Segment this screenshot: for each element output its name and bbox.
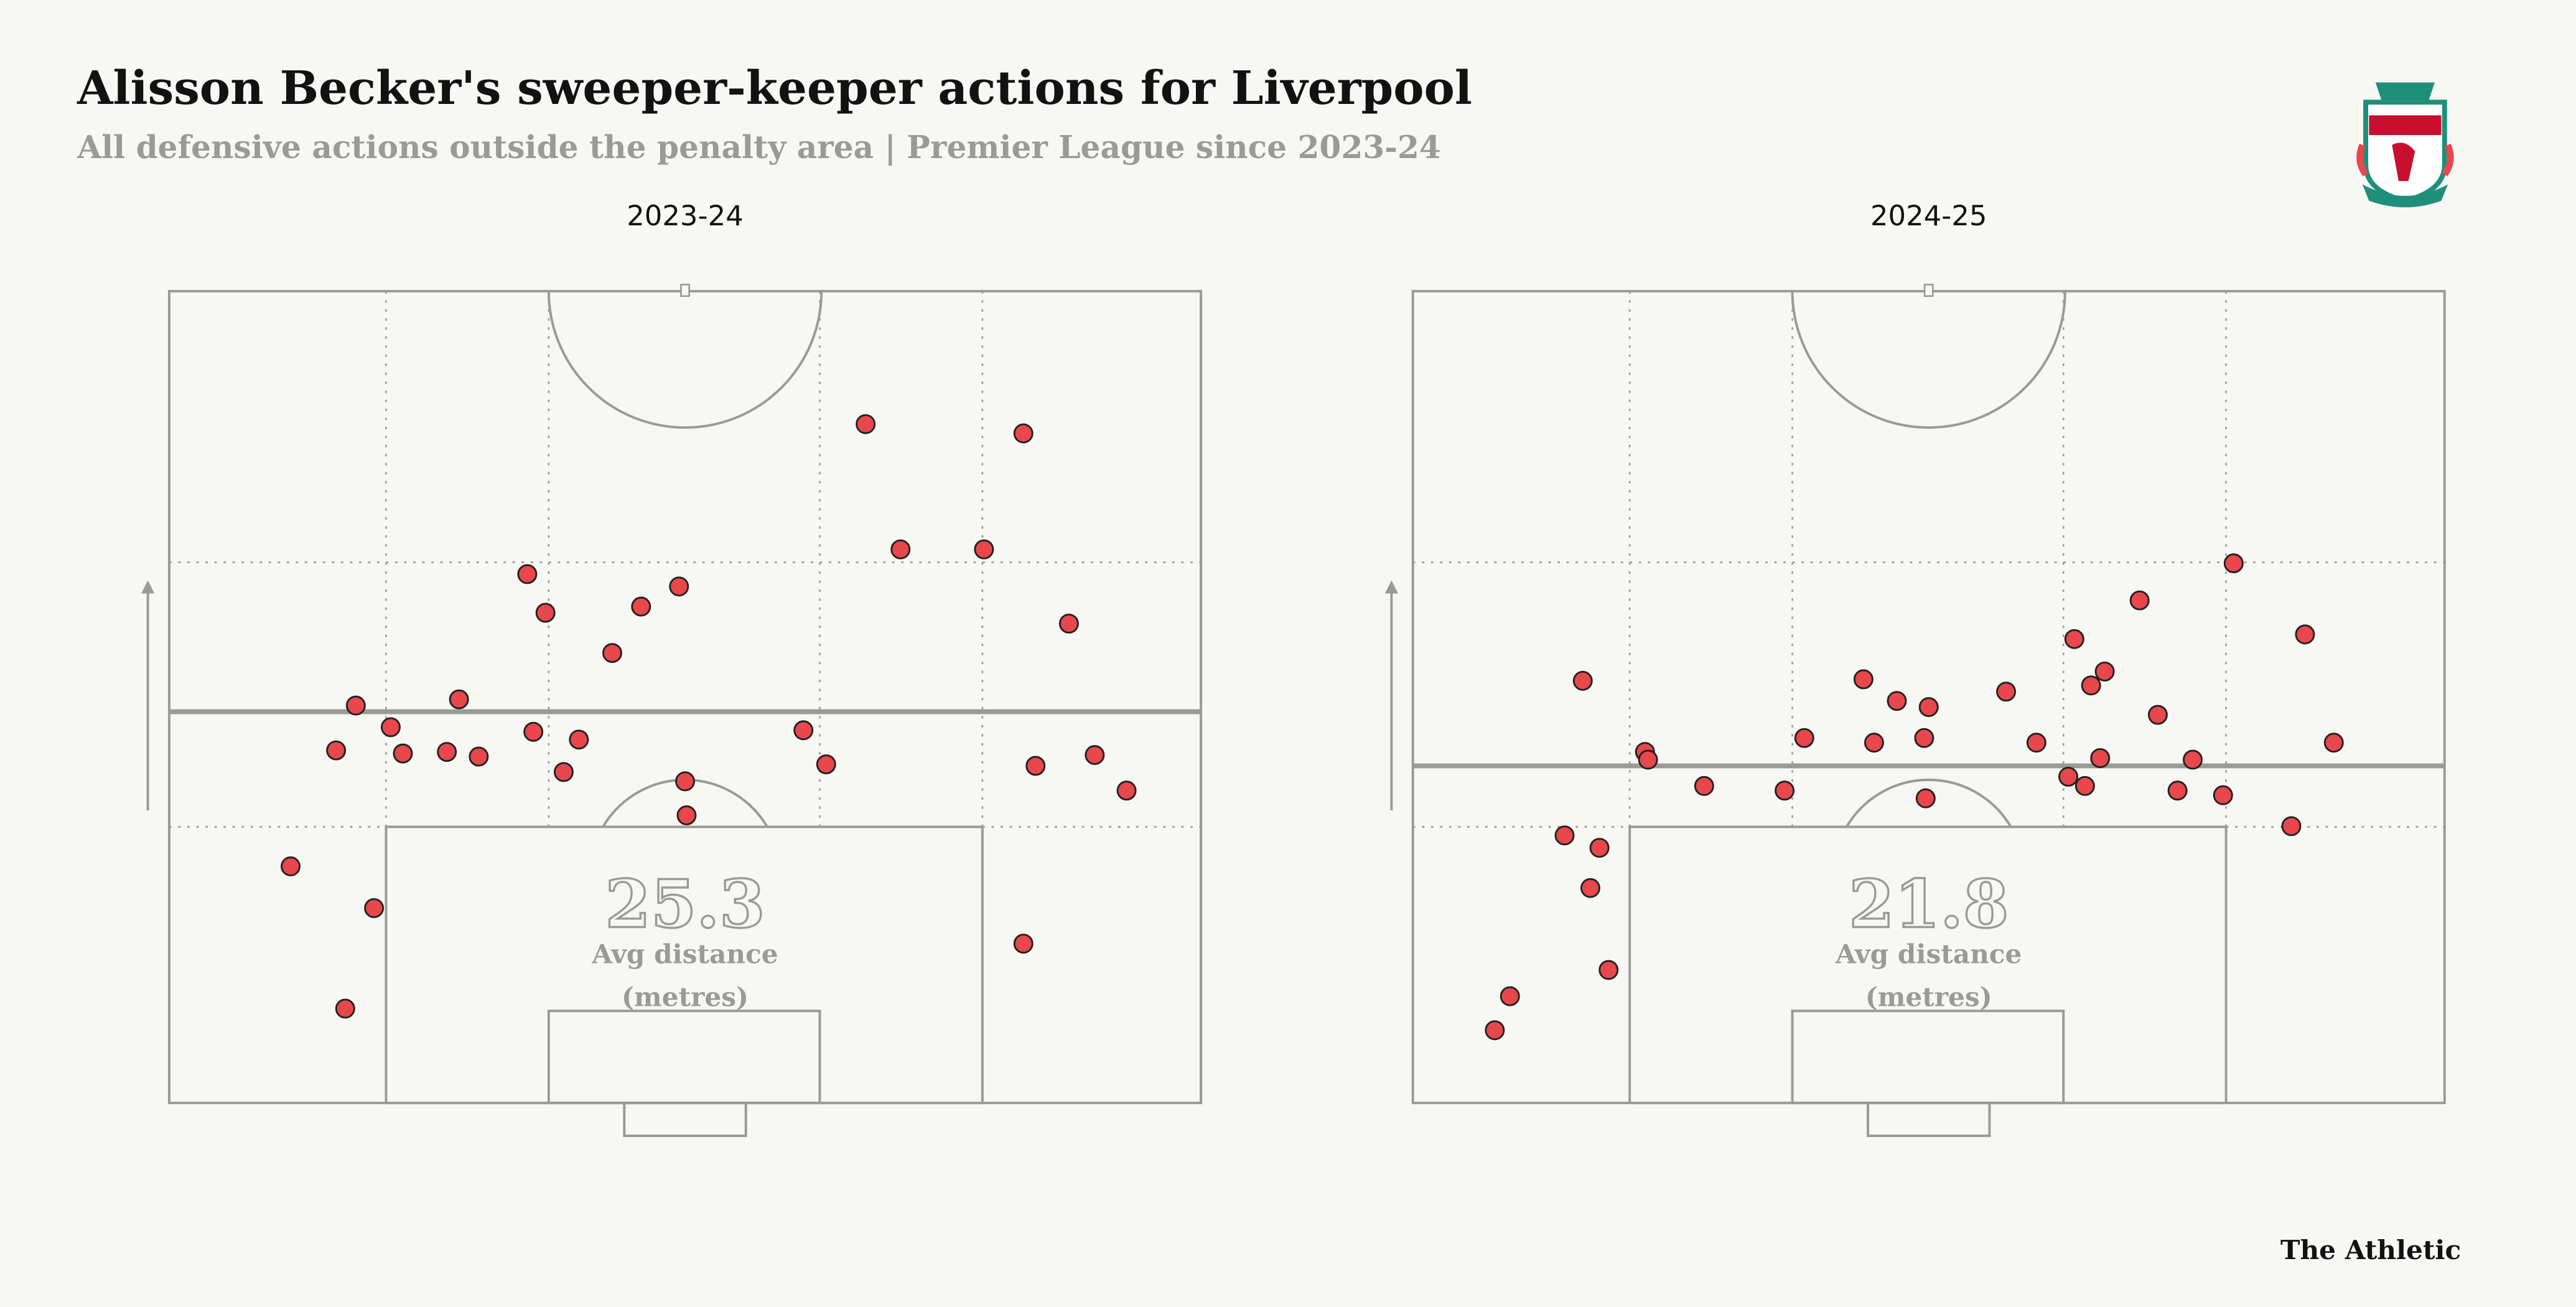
action-point — [1058, 613, 1079, 634]
action-point — [2323, 733, 2344, 753]
avg-distance-unit: (metres) — [622, 981, 749, 1012]
action-point — [2058, 766, 2079, 787]
action-point — [974, 539, 994, 560]
action-point — [2295, 624, 2315, 645]
action-point — [393, 743, 413, 764]
action-point — [2223, 553, 2244, 574]
panel-title: 2023-24 — [627, 199, 744, 232]
source: The Athletic — [2280, 1234, 2461, 1265]
action-point — [1589, 838, 1610, 858]
action-point — [2026, 733, 2046, 753]
action-point — [2167, 780, 2188, 801]
action-point — [2081, 675, 2101, 696]
action-point — [326, 740, 347, 761]
action-point — [856, 414, 876, 434]
penalty-arc — [1845, 779, 2012, 828]
action-point — [1915, 788, 1936, 808]
action-point — [345, 695, 366, 716]
action-point — [2074, 775, 2095, 796]
action-point — [1914, 728, 1934, 748]
action-point — [1775, 780, 1795, 801]
action-point — [2129, 590, 2150, 611]
action-point — [2090, 748, 2111, 769]
action-point — [602, 643, 622, 663]
centre-circle — [1791, 291, 2066, 429]
action-point — [1638, 749, 1658, 770]
action-point — [1013, 423, 1034, 444]
action-point — [2064, 629, 2084, 649]
subtitle: All defensive actions outside the penalt… — [77, 129, 1441, 166]
action-point — [793, 720, 814, 741]
action-point — [380, 717, 401, 738]
action-point — [1013, 934, 1034, 954]
arrow-head — [1384, 580, 1398, 594]
pitch — [1384, 283, 2446, 1137]
avg-distance-label: Avg distance — [591, 939, 778, 970]
action-point — [553, 762, 574, 782]
action-point — [675, 771, 695, 792]
action-point — [669, 576, 689, 597]
action-point — [1025, 756, 1046, 776]
action-point — [449, 689, 469, 710]
action-point — [676, 805, 697, 825]
action-point — [1794, 728, 1814, 748]
avg-distance-value: 25.3 — [605, 866, 765, 943]
action-point — [517, 564, 538, 584]
centre-spot — [1923, 283, 1934, 297]
centre-spot — [680, 283, 690, 297]
action-point — [1864, 733, 1884, 753]
action-point — [523, 721, 544, 742]
avg-distance-label: Avg distance — [1835, 939, 2022, 970]
centre-circle — [547, 291, 823, 429]
action-point — [2183, 749, 2203, 770]
action-point — [1580, 878, 1600, 898]
action-point — [1500, 986, 1520, 1006]
action-point — [1116, 780, 1137, 801]
club-crest — [2356, 82, 2454, 208]
action-point — [1918, 697, 1939, 718]
penalty-area — [385, 825, 984, 1105]
action-point — [1853, 669, 1874, 690]
action-point — [569, 729, 589, 750]
avg-distance-value: 21.8 — [1849, 866, 2009, 943]
action-point — [469, 746, 489, 767]
action-point — [2213, 785, 2233, 805]
title: Alisson Becker's sweeper-keeper actions … — [77, 62, 1472, 115]
action-point — [631, 596, 651, 617]
action-point — [2094, 662, 2115, 682]
action-point — [335, 998, 355, 1019]
action-point — [1694, 775, 1714, 796]
action-point — [437, 742, 457, 762]
arrow-head — [141, 580, 155, 594]
avg-distance-unit: (metres) — [1865, 981, 1992, 1012]
action-point — [1572, 670, 1593, 691]
action-point — [890, 539, 911, 560]
action-point — [1598, 960, 1619, 980]
action-point — [1887, 691, 1907, 711]
action-point — [2147, 705, 2168, 725]
action-point — [2281, 816, 2302, 836]
action-point — [1554, 825, 1575, 846]
goal — [1867, 1102, 1991, 1137]
action-point — [1085, 745, 1105, 766]
pitch — [141, 283, 1203, 1137]
action-point — [816, 754, 836, 775]
goal — [623, 1102, 747, 1137]
panel-title: 2024-25 — [1870, 199, 1987, 232]
action-point — [1485, 1020, 1505, 1041]
action-point — [364, 898, 385, 919]
action-point — [1996, 682, 2017, 702]
action-point — [535, 602, 556, 623]
action-point — [281, 856, 301, 876]
